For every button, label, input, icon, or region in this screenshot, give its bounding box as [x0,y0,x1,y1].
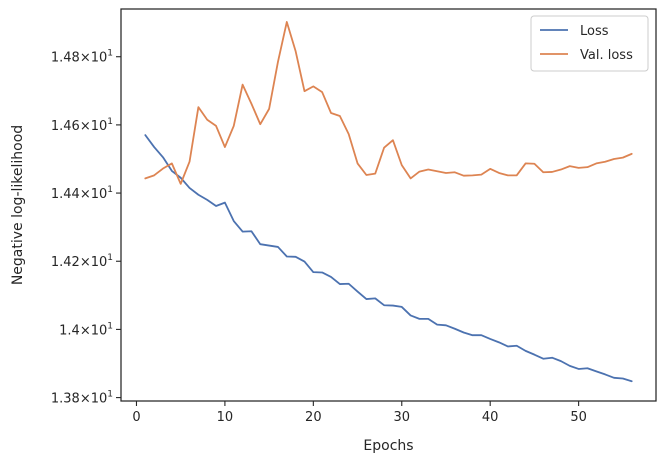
y-tick-label: 1.4×101 [59,321,113,338]
legend-label-loss: Loss [580,24,609,39]
y-axis-ticks: 1.38×101 1.4×101 1.42×101 1.44×101 1.46×101 1… [51,49,121,407]
y-tick-label: 1.46×101 [51,117,113,134]
plot-area [121,9,656,401]
x-tick-label: 30 [393,410,410,425]
x-axis-label: Epochs [363,438,413,454]
legend-label-val-loss: Val. loss [580,48,633,63]
series-layer [144,21,633,383]
x-axis-ticks: 0 10 20 30 40 50 [132,401,587,425]
y-axis-label: Negative log-likelihood [10,125,26,285]
plot-frame [120,8,657,402]
legend: Loss Val. loss [530,15,649,72]
x-tick-label: 50 [570,410,587,425]
x-tick-label: 20 [305,410,322,425]
y-tick-label: 1.48×101 [51,49,113,66]
x-tick-label: 0 [132,410,140,425]
series-line-loss [144,134,633,383]
series-line-val-loss [144,21,633,185]
y-tick-label: 1.38×101 [51,390,113,407]
x-tick-label: 40 [482,410,499,425]
x-tick-label: 10 [217,410,234,425]
y-tick-label: 1.44×101 [51,185,113,202]
y-tick-label: 1.42×101 [51,253,113,270]
